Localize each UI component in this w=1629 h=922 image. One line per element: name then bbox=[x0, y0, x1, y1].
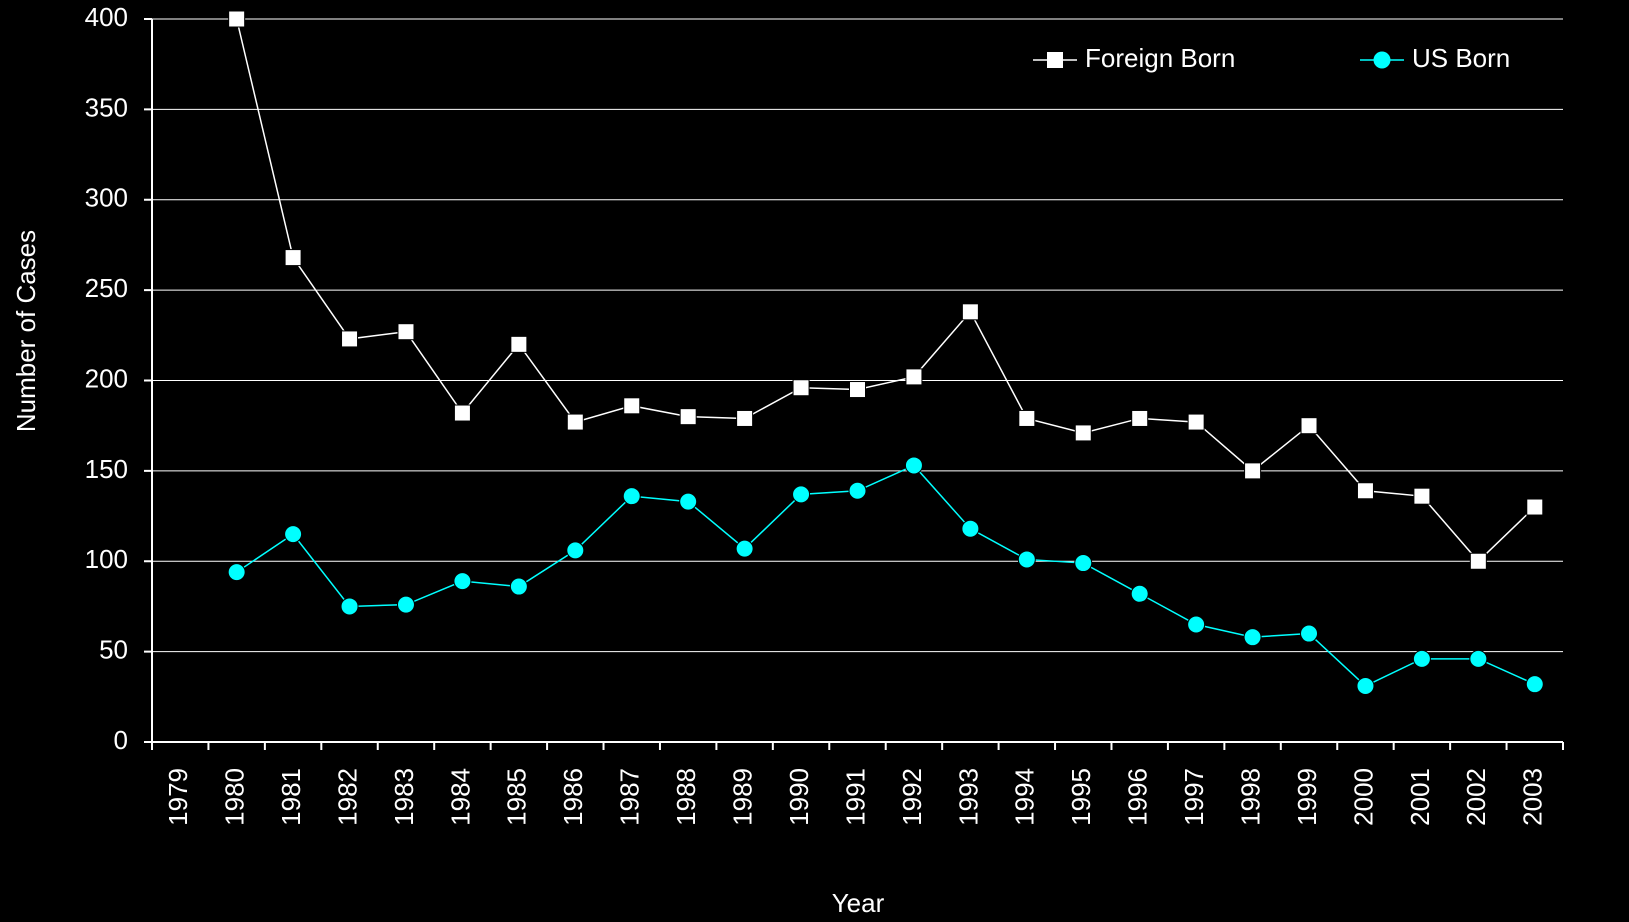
marker bbox=[904, 456, 923, 475]
y-tick-label: 150 bbox=[85, 454, 128, 484]
marker bbox=[1469, 649, 1488, 668]
x-tick-label: 1994 bbox=[1010, 768, 1040, 826]
marker bbox=[1356, 482, 1374, 500]
marker bbox=[341, 330, 359, 348]
x-tick-label: 1999 bbox=[1292, 768, 1322, 826]
marker bbox=[736, 409, 754, 427]
marker bbox=[453, 404, 471, 422]
x-tick-label: 1995 bbox=[1066, 768, 1096, 826]
x-tick-label: 1991 bbox=[840, 768, 870, 826]
x-tick-label: 1997 bbox=[1179, 768, 1209, 826]
y-tick-label: 0 bbox=[114, 725, 128, 755]
marker bbox=[848, 481, 867, 500]
marker bbox=[735, 539, 754, 558]
x-tick-label: 1988 bbox=[671, 768, 701, 826]
marker bbox=[1412, 649, 1431, 668]
x-axis-label: Year bbox=[832, 888, 885, 918]
marker bbox=[792, 485, 811, 504]
y-tick-label: 200 bbox=[85, 363, 128, 393]
marker bbox=[1130, 584, 1149, 603]
legend-marker bbox=[1373, 51, 1391, 69]
x-tick-label: 2000 bbox=[1348, 768, 1378, 826]
marker bbox=[623, 397, 641, 415]
marker bbox=[849, 381, 866, 399]
marker bbox=[1074, 554, 1093, 573]
marker bbox=[1356, 676, 1375, 695]
marker bbox=[679, 408, 697, 426]
legend-label: Foreign Born bbox=[1085, 43, 1235, 73]
series-line bbox=[236, 464, 1536, 687]
marker bbox=[1018, 409, 1036, 427]
x-tick-label: 1981 bbox=[276, 768, 306, 826]
y-tick-label: 100 bbox=[85, 544, 128, 574]
x-tick-label: 1993 bbox=[953, 768, 983, 826]
marker bbox=[1131, 409, 1149, 427]
marker bbox=[284, 525, 303, 544]
y-tick-label: 300 bbox=[85, 183, 128, 213]
x-tick-label: 1983 bbox=[389, 768, 419, 826]
legend-label: US Born bbox=[1412, 43, 1510, 73]
x-tick-label: 1982 bbox=[332, 768, 362, 826]
x-tick-label: 1998 bbox=[1235, 768, 1265, 826]
marker bbox=[1300, 624, 1319, 643]
x-tick-label: 1980 bbox=[220, 768, 250, 826]
y-tick-label: 400 bbox=[85, 2, 128, 32]
marker bbox=[397, 323, 415, 341]
x-tick-label: 2001 bbox=[1405, 768, 1435, 826]
x-tick-label: 1992 bbox=[897, 768, 927, 826]
x-tick-label: 2003 bbox=[1518, 768, 1548, 826]
marker bbox=[961, 303, 979, 321]
marker bbox=[284, 249, 302, 267]
marker bbox=[566, 541, 585, 560]
x-tick-label: 1996 bbox=[1123, 768, 1153, 826]
marker bbox=[453, 572, 472, 591]
marker bbox=[622, 487, 641, 506]
marker bbox=[227, 563, 246, 582]
x-tick-label: 1990 bbox=[784, 768, 814, 826]
x-tick-label: 1985 bbox=[502, 768, 532, 826]
marker bbox=[1413, 487, 1431, 505]
marker bbox=[1187, 615, 1206, 634]
marker bbox=[566, 413, 584, 431]
marker bbox=[1187, 413, 1205, 431]
y-tick-label: 350 bbox=[85, 92, 128, 122]
marker bbox=[1300, 417, 1318, 435]
legend: Foreign Born US Born bbox=[985, 30, 1565, 92]
marker bbox=[510, 335, 528, 353]
y-tick-label: 50 bbox=[99, 635, 128, 665]
x-tick-label: 2002 bbox=[1461, 768, 1491, 826]
marker bbox=[509, 577, 528, 596]
series-line bbox=[235, 18, 1536, 563]
marker bbox=[1243, 628, 1262, 647]
marker bbox=[1074, 424, 1092, 442]
marker bbox=[905, 368, 923, 386]
marker bbox=[340, 597, 359, 616]
legend-bg bbox=[985, 30, 1565, 92]
marker bbox=[961, 519, 980, 538]
marker bbox=[679, 492, 698, 511]
y-tick-label: 250 bbox=[85, 273, 128, 303]
marker bbox=[1017, 550, 1036, 569]
marker bbox=[1525, 675, 1544, 694]
y-axis-label: Number of Cases bbox=[11, 230, 41, 432]
marker bbox=[792, 379, 810, 397]
marker bbox=[396, 595, 415, 614]
marker bbox=[228, 10, 246, 28]
x-tick-label: 1986 bbox=[558, 768, 588, 826]
legend-marker bbox=[1047, 52, 1063, 68]
x-tick-label: 1989 bbox=[727, 768, 757, 826]
marker bbox=[1526, 498, 1544, 516]
x-tick-label: 1987 bbox=[615, 768, 645, 826]
x-tick-label: 1984 bbox=[445, 768, 475, 826]
marker bbox=[1469, 552, 1487, 570]
x-tick-label: 1979 bbox=[163, 768, 193, 826]
marker bbox=[1244, 462, 1262, 480]
